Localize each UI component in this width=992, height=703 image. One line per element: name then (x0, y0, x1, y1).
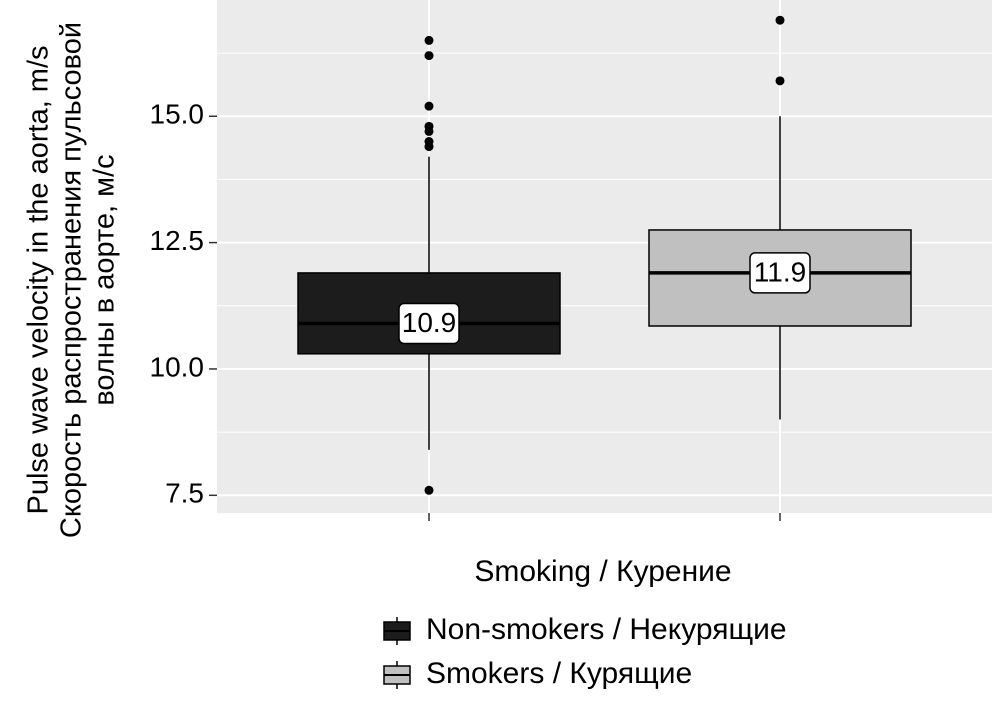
median-label-non-smokers: 10.9 (402, 307, 457, 338)
y-tick-label: 7.5 (165, 478, 204, 509)
legend: Non-smokers / Некурящие Smokers / Курящи… (383, 613, 787, 690)
y-axis-title-line-2: Скорость распространения пульсовой (56, 22, 88, 538)
legend-key-non-smokers (383, 617, 411, 645)
y-tick-label: 12.5 (150, 225, 205, 256)
y-axis-title: Pulse wave velocity in the aorta, m/s Ск… (23, 22, 121, 538)
outlier-point-non-smokers (424, 121, 434, 131)
y-axis-title-line-3: волны в аорте, м/с (89, 154, 121, 405)
outlier-point-smokers (775, 76, 785, 86)
outlier-point-non-smokers (424, 35, 434, 45)
legend-label-non-smokers: Non-smokers / Некурящие (426, 613, 787, 646)
y-tick-label: 15.0 (150, 99, 205, 130)
median-label-box-smokers (749, 252, 811, 294)
legend-label-smokers: Smokers / Курящие (426, 657, 692, 690)
box-series-group: 10.9 11.9 (297, 15, 912, 495)
x-axis (428, 513, 781, 521)
outlier-point-smokers (775, 15, 785, 25)
y-axis: 7.5 10.0 12.5 15.0 (150, 99, 217, 509)
y-tick-label: 10.0 (150, 351, 205, 382)
median-label-box-non-smokers (398, 302, 460, 345)
outlier-point-non-smokers (424, 485, 434, 495)
outlier-point-non-smokers (424, 51, 434, 61)
outlier-point-non-smokers (424, 137, 434, 147)
x-axis-title: Smoking / Курение (474, 555, 731, 588)
box-smokers: 11.9 (648, 15, 912, 420)
median-label-smokers: 11.9 (754, 256, 806, 287)
y-axis-title-line-1: Pulse wave velocity in the aorta, m/s (23, 45, 55, 514)
box-non-smokers: 10.9 (297, 35, 561, 495)
legend-key-smokers (383, 661, 411, 689)
outlier-point-non-smokers (424, 101, 434, 111)
